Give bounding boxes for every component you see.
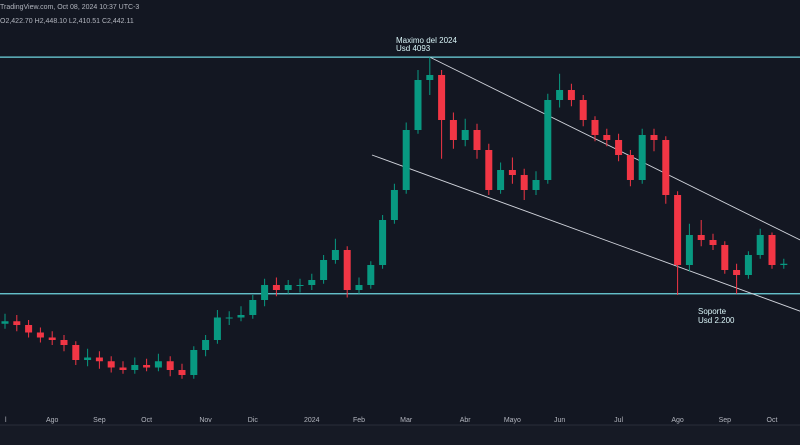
candle-body	[202, 340, 210, 350]
x-tick-label: Dic	[248, 417, 259, 424]
annotation: Usd 2.200	[698, 316, 735, 325]
candle-body	[508, 170, 516, 175]
trend-line	[429, 56, 800, 241]
header: TradingView.com, Oct 08, 2024 10:37 UTC-…	[0, 4, 139, 11]
candle-body	[25, 325, 33, 333]
annotation: Soporte	[698, 307, 727, 316]
candle-body	[355, 285, 363, 290]
candle-body	[331, 250, 339, 260]
candle-body	[1, 321, 9, 324]
candle-body	[626, 155, 634, 180]
candle-body	[768, 235, 776, 265]
candle-body	[721, 245, 729, 270]
candle-body	[154, 361, 162, 368]
candle-body	[119, 367, 127, 370]
candle-body	[697, 235, 705, 240]
x-tick-label: 2024	[304, 417, 320, 424]
candle-body	[461, 130, 469, 140]
candle-body	[674, 195, 682, 265]
candle-body	[143, 365, 151, 368]
x-tick-label: Jul	[614, 417, 623, 424]
candle-body	[591, 120, 599, 135]
x-tick-label: Sep	[93, 417, 106, 424]
candle-body	[84, 357, 92, 360]
candle-body	[532, 180, 540, 190]
candle-body	[662, 140, 670, 195]
candle-body	[320, 260, 328, 280]
candle-body	[402, 130, 410, 190]
x-tick-label: Sep	[719, 417, 732, 424]
candle-body	[650, 135, 658, 140]
candle-body	[343, 250, 351, 290]
candle-body	[390, 190, 398, 220]
candle-body	[178, 370, 186, 375]
time-axis	[0, 425, 800, 445]
candle-body	[756, 235, 764, 255]
x-tick-label: Ago	[671, 417, 684, 424]
candle-body	[225, 317, 233, 319]
candle-body	[95, 357, 103, 362]
candle-body	[284, 285, 292, 290]
candle-body	[544, 100, 552, 180]
candle-body	[685, 235, 693, 265]
candle-body	[780, 263, 788, 265]
candle-body	[603, 135, 611, 140]
candle-body	[190, 350, 198, 375]
annotation: Usd 4093	[396, 44, 431, 53]
candle-body	[272, 285, 280, 290]
candle-body	[131, 365, 139, 370]
candle-body	[379, 220, 387, 265]
candle-body	[709, 240, 717, 245]
candle-body	[72, 345, 80, 360]
candle-body	[520, 175, 528, 190]
candle-body	[261, 285, 269, 300]
x-tick-label: Ago	[46, 417, 59, 424]
candle-body	[296, 285, 304, 286]
x-tick-label: Feb	[353, 417, 365, 424]
candle-body	[308, 280, 316, 285]
trend-line	[371, 154, 800, 312]
candle-body	[13, 321, 21, 325]
candle-body	[166, 361, 174, 370]
x-tick-label: Oct	[141, 417, 152, 424]
candle-body	[567, 90, 575, 100]
x-tick-label: l	[5, 417, 7, 424]
candle-body	[60, 340, 68, 345]
candle-body	[213, 317, 221, 340]
x-tick-label: Mayo	[504, 417, 521, 424]
candle-body	[449, 120, 457, 140]
x-tick-label: Oct	[767, 417, 778, 424]
x-tick-label: Jun	[554, 417, 565, 424]
candle-body	[237, 315, 245, 318]
candle-body	[249, 300, 257, 315]
candle-body	[426, 75, 434, 80]
candle-body	[438, 75, 446, 120]
x-tick-label: Abr	[460, 417, 472, 424]
candle-body	[638, 135, 646, 180]
candle-body	[48, 337, 56, 340]
marks	[0, 56, 800, 379]
annotation: Maximo del 2024	[396, 36, 457, 45]
candle-body	[579, 100, 587, 120]
candle-body	[744, 255, 752, 275]
candle-body	[107, 361, 115, 368]
candle-body	[473, 130, 481, 150]
candle-body	[485, 150, 493, 190]
candle-body	[615, 140, 623, 155]
x-tick-label: Nov	[199, 417, 212, 424]
candle-body	[367, 265, 375, 285]
candle-body	[497, 170, 505, 190]
candle-body	[36, 332, 44, 338]
candle-body	[733, 270, 741, 275]
candle-body	[414, 80, 422, 130]
ohlc-label: O2,422.70 H2,448.10 L2,410.51 C2,442.11	[0, 18, 134, 25]
x-tick-label: Mar	[400, 417, 413, 424]
candle-body	[556, 90, 564, 100]
